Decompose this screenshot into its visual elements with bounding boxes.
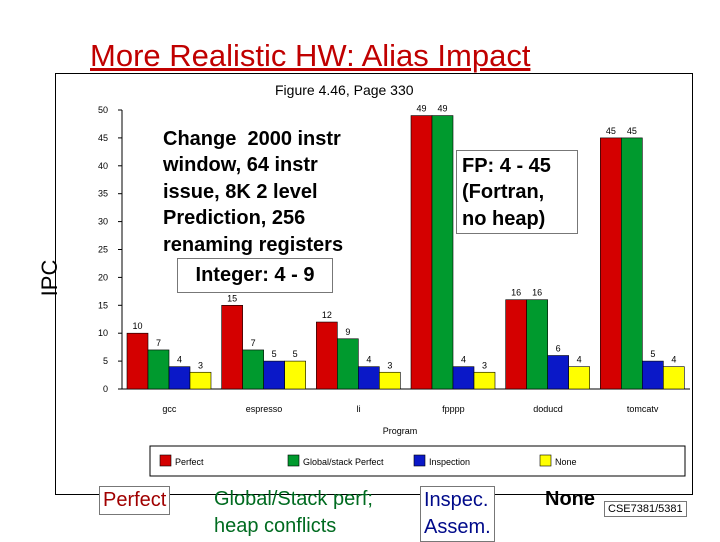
bar-fpppp-inspection [452, 366, 475, 390]
category-labels: gcc espresso li fpppp doducd tomcatv [162, 404, 659, 414]
bar-value-label: 4 [577, 355, 582, 365]
bar-value-label: 45 [606, 126, 616, 136]
legend-swatch [413, 454, 426, 467]
legend-label: Inspection [429, 457, 470, 467]
bar-fpppp-perfect [410, 115, 433, 390]
bar-value-label: 49 [416, 104, 426, 114]
category-label-doducd: doducd [533, 404, 563, 414]
bar-value-label: 3 [198, 360, 203, 370]
bar-value-label: 15 [227, 293, 237, 303]
category-label-li: li [357, 404, 361, 414]
bottom-label-perfect: Perfect [99, 486, 171, 515]
bar-tomcatv-perfect [600, 137, 622, 390]
bar-value-label: 3 [482, 360, 487, 370]
y-tick-label: 0 [103, 384, 108, 394]
bar-value-label: 16 [511, 288, 521, 298]
legend-label: Global/stack Perfect [303, 457, 384, 467]
course-footer: CSE7381/5381 [604, 501, 687, 517]
y-ticks: 0 5 10 15 20 25 30 35 40 45 50 [98, 105, 122, 394]
bar-value-label: 12 [322, 310, 332, 320]
bar-gcc-inspection [168, 366, 191, 390]
legend-label: None [555, 457, 577, 467]
bar-gcc-none [189, 371, 212, 390]
bar-value-label: 49 [437, 104, 447, 114]
bar-fpppp-global-stack-perfect [431, 115, 454, 390]
bar-value-label: 5 [272, 349, 277, 359]
config-note: Change 2000 instr window, 64 instr issue… [163, 126, 383, 258]
bar-value-label: 3 [387, 360, 392, 370]
category-label-gcc: gcc [162, 404, 177, 414]
bar-value-label: 9 [345, 327, 350, 337]
bar-doducd-inspection [547, 355, 569, 390]
y-tick-label: 35 [98, 189, 108, 199]
bar-tomcatv-global-stack-perfect [621, 137, 643, 390]
bar-doducd-global-stack-perfect [526, 299, 548, 390]
bar-value-label: 4 [671, 355, 676, 365]
bar-value-label: 7 [156, 338, 161, 348]
bar-li-inspection [358, 366, 380, 390]
bar-value-label: 4 [366, 355, 371, 365]
bar-groups: 10 7 4 3 15 7 5 5 12 9 4 3 49 49 4 3 16 16 6 4 45 45 5 4 [126, 104, 685, 390]
slide-title: More Realistic HW: Alias Impact [90, 38, 531, 73]
bar-value-label: 45 [627, 126, 637, 136]
bottom-label-none: None [545, 488, 595, 510]
category-label-espresso: espresso [246, 404, 283, 414]
y-tick-label: 20 [98, 272, 108, 282]
y-tick-label: 15 [98, 300, 108, 310]
y-tick-label: 25 [98, 245, 108, 255]
bar-espresso-inspection [263, 360, 285, 390]
bar-value-label: 4 [177, 355, 182, 365]
bar-value-label: 10 [132, 321, 142, 331]
legend-swatch [287, 454, 300, 467]
y-tick-label: 30 [98, 217, 108, 227]
bar-value-label: 7 [251, 338, 256, 348]
frame-right-line [692, 73, 693, 495]
bar-li-global-stack-perfect [337, 338, 359, 390]
bar-espresso-none [284, 360, 306, 390]
bar-espresso-global-stack-perfect [242, 349, 264, 390]
y-tick-label: 10 [98, 328, 108, 338]
fp-range-note: FP: 4 - 45 (Fortran, no heap) [456, 150, 578, 234]
frame-bottom-line [55, 494, 693, 495]
bar-value-label: 5 [650, 349, 655, 359]
bar-doducd-perfect [505, 299, 527, 390]
bar-value-label: 5 [293, 349, 298, 359]
legend: Perfect Global/stack Perfect Inspection Non… [159, 454, 577, 467]
bar-tomcatv-inspection [642, 360, 664, 390]
bar-value-label: 4 [461, 355, 466, 365]
bar-li-none [379, 371, 401, 390]
x-axis-title: Program [383, 426, 418, 436]
integer-range-note: Integer: 4 - 9 [177, 258, 333, 293]
legend-swatch [159, 454, 172, 467]
bottom-label-global: Global/Stack perf; heap conflicts [214, 488, 373, 537]
figure-reference: Figure 4.46, Page 330 [275, 82, 414, 98]
bar-doducd-none [568, 366, 590, 390]
y-tick-label: 40 [98, 161, 108, 171]
legend-swatch [539, 454, 552, 467]
y-tick-label: 5 [103, 356, 108, 366]
category-label-fpppp: fpppp [442, 404, 465, 414]
bar-espresso-perfect [221, 304, 243, 390]
bottom-label-inspection: Inspec. Assem. [420, 486, 495, 542]
bar-li-perfect [316, 321, 338, 390]
y-tick-label: 50 [98, 105, 108, 115]
legend-label: Perfect [175, 457, 204, 467]
bar-value-label: 16 [532, 288, 542, 298]
frame-top-line [55, 73, 693, 74]
bar-gcc-global-stack-perfect [147, 349, 170, 390]
y-tick-label: 45 [98, 133, 108, 143]
bar-gcc-perfect [126, 332, 149, 390]
category-label-tomcatv: tomcatv [627, 404, 659, 414]
bar-fpppp-none [473, 371, 496, 390]
bar-tomcatv-none [663, 366, 685, 390]
frame-left-line [55, 73, 56, 495]
bar-value-label: 6 [556, 344, 561, 354]
